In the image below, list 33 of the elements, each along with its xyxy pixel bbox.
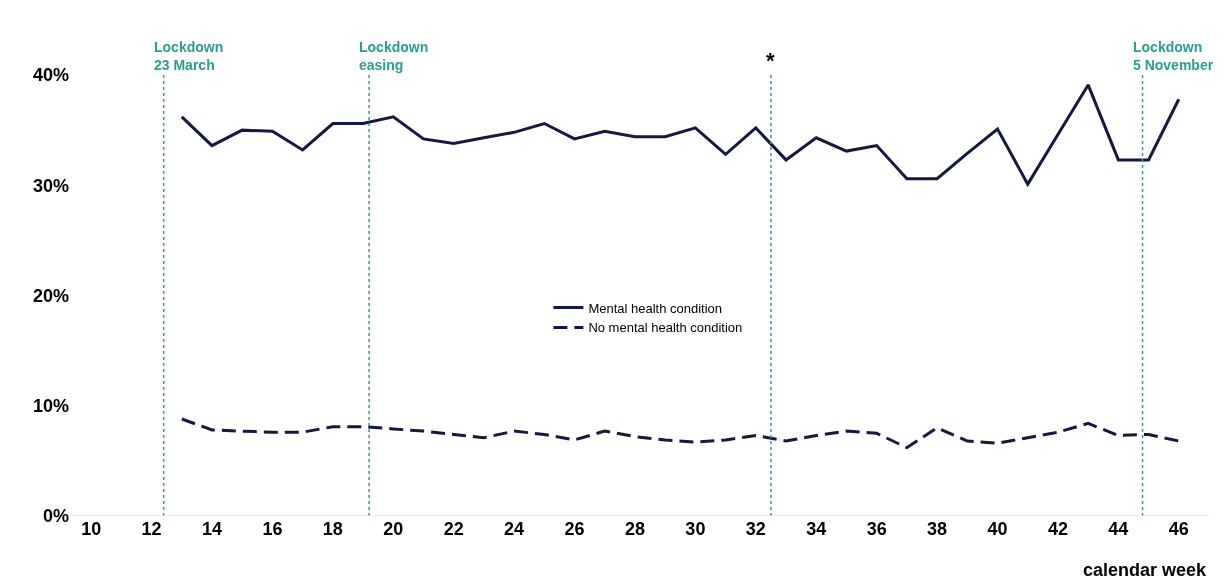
y-tick-label: 20% <box>32 285 69 306</box>
legend-label: No mental health condition <box>588 320 743 336</box>
y-tick-label: 30% <box>32 175 69 196</box>
ref-line-label: * <box>766 48 775 73</box>
x-tick-label: 22 <box>443 519 464 539</box>
line-series <box>180 83 1181 186</box>
y-tick-label: 40% <box>32 65 69 86</box>
x-tick-label: 10 <box>81 519 102 539</box>
x-tick-label: 42 <box>1047 519 1068 539</box>
x-tick-label: 36 <box>866 519 887 539</box>
y-tick-label: 0% <box>42 506 69 527</box>
line-series <box>180 417 1181 450</box>
legend-label: Mental health condition <box>588 300 723 316</box>
x-tick-label: 30 <box>685 519 706 539</box>
x-tick-label: 14 <box>201 519 223 539</box>
x-tick-label: 44 <box>1108 519 1129 539</box>
x-tick-label: 12 <box>141 519 162 539</box>
x-tick-label: 38 <box>927 519 948 539</box>
x-tick-label: 16 <box>262 519 283 539</box>
ref-line-label: Lockdown easing <box>359 39 429 74</box>
x-tick-label: 32 <box>745 519 766 539</box>
ref-line-label: Lockdown 23 March <box>154 39 224 74</box>
x-tick-label: 26 <box>564 519 585 539</box>
x-tick-label: 40 <box>987 519 1008 539</box>
x-tick-label: 28 <box>624 519 645 539</box>
y-tick-label: 10% <box>32 396 69 417</box>
x-axis-title: calendar week <box>1083 560 1208 580</box>
x-tick-label: 20 <box>383 519 404 539</box>
x-tick-label: 46 <box>1168 519 1189 539</box>
x-tick-label: 24 <box>504 519 525 539</box>
x-tick-label: 18 <box>322 519 343 539</box>
ref-line-label: Lockdown 5 November <box>1133 39 1214 74</box>
x-tick-label: 34 <box>806 519 827 539</box>
